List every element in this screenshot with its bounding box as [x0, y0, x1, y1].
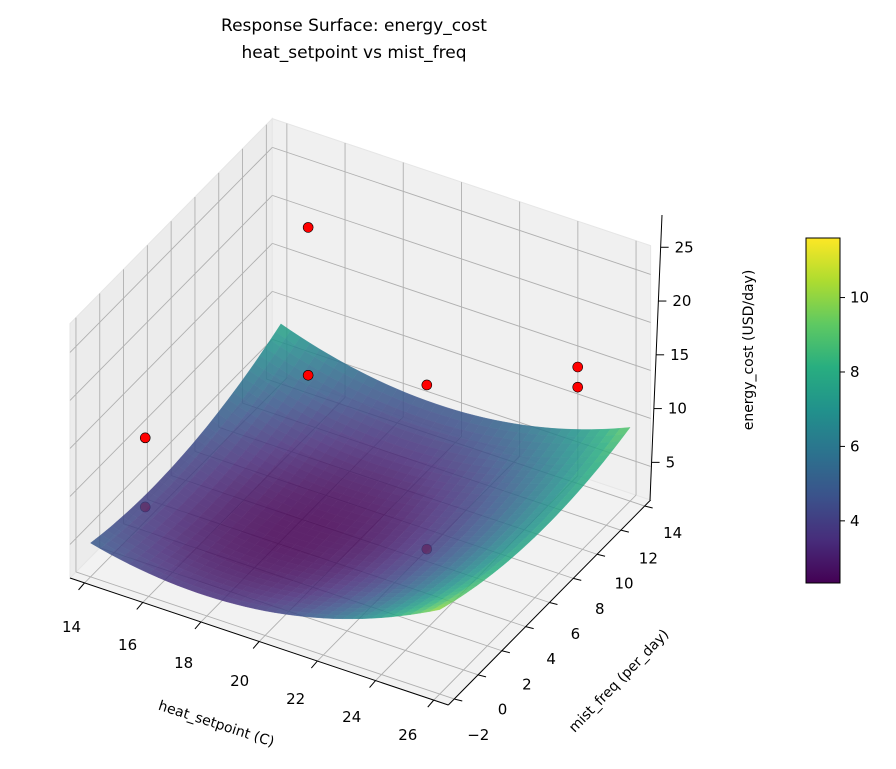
- grid-line: [69, 243, 273, 449]
- data-point: [302, 369, 314, 381]
- grid-line: [69, 291, 273, 497]
- x-tick-label: 14: [62, 618, 81, 636]
- points-above: [139, 222, 584, 444]
- colorbar-tick-label: 10: [850, 289, 869, 307]
- y-tick: [477, 674, 487, 678]
- y-tick: [549, 602, 558, 605]
- z-tick-label: 20: [672, 292, 691, 310]
- x-tick: [252, 641, 260, 649]
- response-surface: [90, 323, 631, 620]
- grid-line: [272, 146, 651, 275]
- x-tick: [369, 680, 376, 688]
- grid-line: [272, 290, 651, 419]
- x-tick: [136, 602, 144, 610]
- grid-line: [272, 242, 651, 371]
- chart-subtitle: heat_setpoint vs mist_freq: [241, 43, 466, 63]
- z-tick-label: 25: [675, 238, 694, 256]
- x-tick: [78, 582, 85, 591]
- y-tick-label: −2: [467, 726, 489, 744]
- y-tick-label: 0: [498, 701, 508, 719]
- y-tick: [620, 529, 629, 533]
- z-tick-label: 15: [670, 346, 689, 364]
- x-tick-label: 20: [230, 672, 249, 690]
- x-tick-label: 24: [342, 708, 361, 726]
- y-tick: [501, 650, 510, 654]
- z-tick-label: 5: [666, 453, 676, 471]
- y-tick: [644, 505, 653, 509]
- chart-title: Response Surface: energy_cost: [221, 16, 487, 36]
- y-tick-label: 4: [546, 650, 556, 668]
- x-tick: [194, 621, 202, 630]
- colorbar-tick-label: 4: [850, 512, 860, 530]
- y-tick: [454, 698, 463, 702]
- colorbar-tick-label: 8: [850, 363, 860, 381]
- data-point: [572, 361, 584, 373]
- data-point: [302, 222, 314, 233]
- y-tick-label: 8: [595, 600, 605, 618]
- y-tick-label: 2: [522, 675, 532, 693]
- grid-line: [75, 571, 455, 700]
- x-tick: [427, 699, 435, 708]
- data-point: [572, 381, 584, 393]
- grid-line: [69, 147, 273, 353]
- colorbar-tick-label: 6: [850, 437, 860, 455]
- y-tick-label: 14: [663, 524, 682, 542]
- z-axis-line: [649, 214, 663, 501]
- y-tick: [596, 553, 606, 557]
- grid-line: [69, 339, 273, 545]
- y-tick: [573, 577, 582, 581]
- y-tick: [525, 626, 534, 630]
- x-tick-label: 18: [174, 654, 193, 672]
- x-axis-label: heat_setpoint (C): [156, 698, 276, 751]
- x-tick-label: 26: [398, 726, 417, 744]
- y-tick-label: 10: [615, 575, 634, 593]
- colorbar-ticks: 4 6 8 10: [840, 289, 869, 530]
- y-axis-line: [447, 499, 651, 706]
- y-tick-label: 12: [639, 549, 658, 567]
- x-tick: [310, 660, 318, 669]
- grid-line: [272, 194, 651, 323]
- z-tick-label: 10: [668, 400, 687, 418]
- x-tick-label: 22: [286, 690, 305, 708]
- colorbar: [805, 237, 841, 584]
- y-axis-label: mist_freq (per_day): [566, 627, 672, 736]
- surface-facet: [429, 606, 446, 612]
- data-point: [139, 432, 151, 444]
- data-point: [421, 379, 433, 391]
- x-tick-label: 16: [118, 636, 137, 654]
- y-tick-label: 6: [571, 625, 581, 643]
- z-axis-label: energy_cost (USD/day): [741, 270, 757, 431]
- grid-line: [69, 195, 273, 401]
